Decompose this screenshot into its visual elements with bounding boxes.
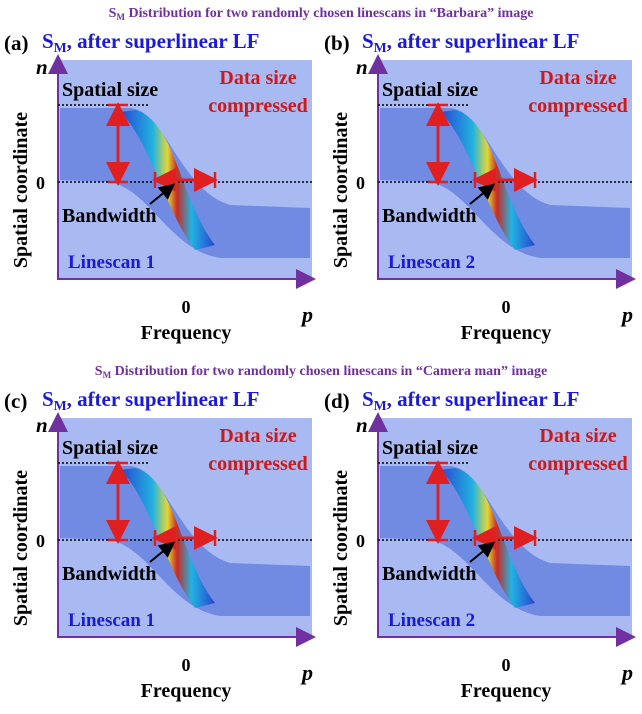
bandwidth: Bandwidth — [382, 563, 477, 585]
x-axis-symbol: p — [620, 660, 633, 685]
text-main: S — [362, 29, 374, 53]
y-zero: 0 — [36, 173, 45, 193]
x-axis-label: Frequency — [461, 680, 552, 702]
linescan: Linescan 2 — [388, 610, 475, 631]
panel-label: (c) — [4, 389, 27, 413]
linescan: Linescan 2 — [388, 252, 475, 273]
spatial-size: Spatial size — [62, 437, 158, 459]
x-axis-label: Frequency — [461, 322, 552, 344]
y-axis-symbol: n — [356, 55, 368, 79]
text-sub: M — [54, 398, 67, 413]
text-main: S — [42, 29, 54, 53]
text-sub: M — [374, 398, 387, 413]
y-axis-label: Spatial coordinate — [10, 470, 32, 626]
y-zero: 0 — [356, 173, 365, 193]
y-axis-symbol: n — [36, 413, 48, 437]
section-title: SM Distribution for two randomly chosen … — [95, 364, 547, 380]
x-axis-label: Frequency — [141, 322, 232, 344]
text-sub: M — [103, 370, 112, 380]
text-sub: M — [374, 40, 387, 55]
spatial-size: Spatial size — [382, 437, 478, 459]
x-zero: 0 — [182, 655, 191, 675]
spatial-size: Spatial size — [62, 79, 158, 101]
text-sub: M — [116, 12, 125, 22]
data-size: compressed — [528, 95, 628, 117]
data-size: Data size — [219, 67, 296, 89]
bandwidth: Bandwidth — [62, 563, 157, 585]
data-size: Data size — [539, 67, 616, 89]
spatial-size: Spatial size — [382, 79, 478, 101]
panel-heading: SM, after superlinear LF — [42, 387, 259, 413]
y-zero: 0 — [356, 531, 365, 551]
y-axis-symbol: n — [356, 413, 368, 437]
text-rest: Distribution for two randomly chosen lin… — [125, 6, 533, 21]
text-rest: , after superlinear LF — [67, 387, 260, 411]
x-axis-symbol: p — [300, 302, 313, 327]
panel-label: (a) — [4, 31, 29, 55]
x-axis-symbol: p — [620, 302, 633, 327]
x-axis-symbol: p — [300, 660, 313, 685]
panel-heading: SM, after superlinear LF — [42, 29, 259, 55]
bandwidth-pointer — [149, 183, 176, 205]
bandwidth-pointer — [469, 183, 496, 205]
x-axis-label: Frequency — [141, 680, 232, 702]
y-axis-symbol: n — [36, 55, 48, 79]
y-axis-label: Spatial coordinate — [330, 112, 352, 268]
linescan: Linescan 1 — [68, 610, 155, 631]
text-main: S — [109, 6, 117, 21]
data-size: compressed — [528, 453, 628, 475]
text-main: S — [42, 387, 54, 411]
panel-heading: SM, after superlinear LF — [362, 387, 579, 413]
panel-label: (b) — [324, 31, 350, 55]
text-main: S — [362, 387, 374, 411]
text-rest: , after superlinear LF — [67, 29, 260, 53]
bandwidth-pointer — [149, 541, 176, 563]
data-size: compressed — [208, 453, 308, 475]
bandwidth-pointer — [469, 541, 496, 563]
x-zero: 0 — [502, 655, 511, 675]
data-size: Data size — [219, 425, 296, 447]
bandwidth: Bandwidth — [382, 205, 477, 227]
section-title: SM Distribution for two randomly chosen … — [109, 6, 534, 22]
y-zero: 0 — [36, 531, 45, 551]
text-rest: , after superlinear LF — [387, 29, 580, 53]
y-axis-label: Spatial coordinate — [330, 470, 352, 626]
text-main: S — [95, 364, 103, 379]
data-size: compressed — [208, 95, 308, 117]
panel-heading: SM, after superlinear LF — [362, 29, 579, 55]
text-sub: M — [54, 40, 67, 55]
text-rest: , after superlinear LF — [387, 387, 580, 411]
x-zero: 0 — [182, 297, 191, 317]
panel-label: (d) — [324, 389, 350, 413]
bandwidth: Bandwidth — [62, 205, 157, 227]
text-rest: Distribution for two randomly chosen lin… — [111, 364, 547, 379]
data-size: Data size — [539, 425, 616, 447]
y-axis-label: Spatial coordinate — [10, 112, 32, 268]
linescan: Linescan 1 — [68, 252, 155, 273]
x-zero: 0 — [502, 297, 511, 317]
